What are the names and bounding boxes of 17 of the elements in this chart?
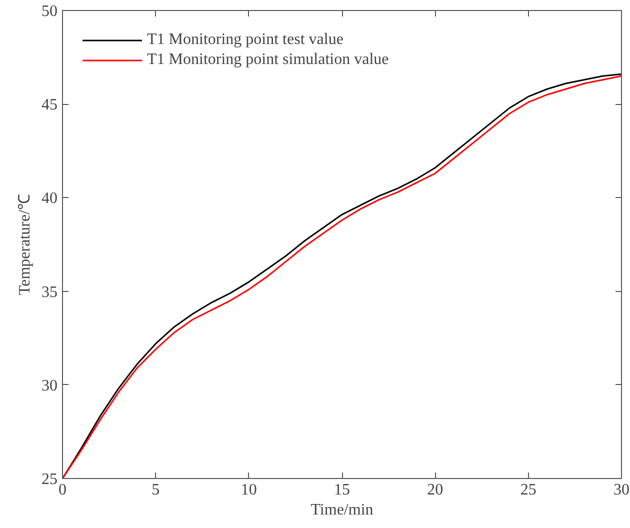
y-tick-label: 50 bbox=[42, 3, 58, 20]
x-tick-label: 30 bbox=[614, 482, 630, 498]
y-tick-label: 30 bbox=[42, 377, 58, 394]
x-tick-label: 25 bbox=[520, 482, 536, 498]
legend-label: T1 Monitoring point simulation value bbox=[147, 51, 389, 69]
y-tick-label: 35 bbox=[42, 284, 58, 301]
x-tick-label: 0 bbox=[58, 482, 66, 498]
y-axis-title: Temperature/℃ bbox=[16, 194, 34, 296]
x-tick-label: 10 bbox=[240, 482, 257, 498]
x-tick-label: 5 bbox=[152, 482, 160, 498]
x-axis-title: Time/min bbox=[310, 502, 374, 518]
y-tick-label: 25 bbox=[42, 471, 58, 488]
legend-label: T1 Monitoring point test value bbox=[147, 31, 344, 49]
y-tick-label: 45 bbox=[42, 96, 58, 114]
x-tick-label: 20 bbox=[427, 482, 444, 498]
x-tick-label: 15 bbox=[334, 482, 350, 498]
y-tick-label: 40 bbox=[42, 190, 58, 208]
